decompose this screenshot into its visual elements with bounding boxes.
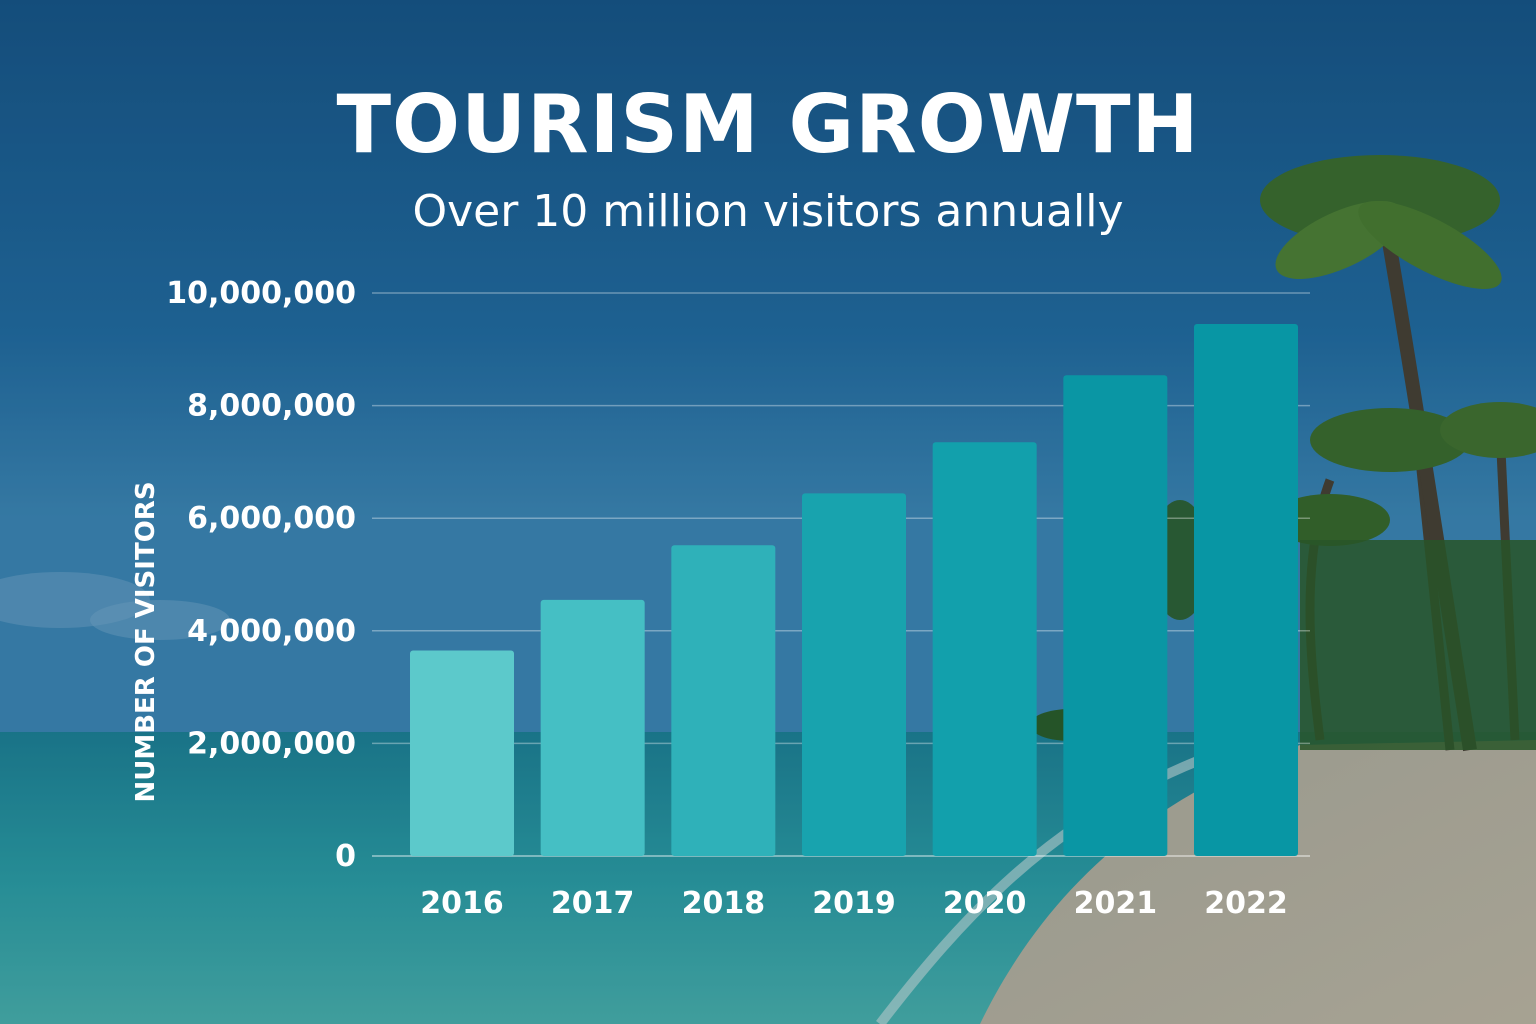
- sand: [980, 740, 1536, 1024]
- x-axis-ticks: 2016 2017 2018 2019 2020 2021 2022: [420, 886, 1288, 921]
- y-tick-label: 4,000,000: [187, 614, 356, 649]
- cloud: [90, 600, 230, 640]
- y-axis-label: NUMBER OF VISITORS: [131, 481, 161, 802]
- bar-2019: [802, 493, 906, 856]
- y-tick-label: 6,000,000: [187, 501, 356, 536]
- x-tick-label: 2019: [812, 886, 896, 921]
- y-tick-label: 8,000,000: [187, 389, 356, 424]
- x-tick-label: 2021: [1074, 886, 1158, 921]
- x-tick-label: 2020: [943, 886, 1027, 921]
- y-tick-label: 10,000,000: [166, 276, 356, 311]
- bar-2018: [671, 545, 776, 856]
- bars: [410, 323, 1298, 857]
- y-tick-label: 2,000,000: [187, 726, 356, 761]
- y-axis-ticks: 0 2,000,000 4,000,000 6,000,000 8,000,000 10,…: [166, 276, 356, 874]
- x-tick-label: 2016: [420, 886, 504, 921]
- chart-subtitle: Over 10 million visitors annually: [412, 186, 1124, 237]
- bar-2017: [540, 599, 645, 856]
- chart-title: TOURISM GROWTH: [336, 78, 1200, 171]
- x-tick-label: 2022: [1204, 886, 1288, 921]
- y-tick-label: 0: [335, 839, 356, 874]
- bar-2020: [932, 442, 1037, 856]
- x-tick-label: 2017: [551, 886, 635, 921]
- x-tick-label: 2018: [682, 886, 766, 921]
- bar-2022: [1194, 323, 1298, 857]
- bar-2021: [1063, 375, 1168, 856]
- bar-2016: [410, 650, 514, 856]
